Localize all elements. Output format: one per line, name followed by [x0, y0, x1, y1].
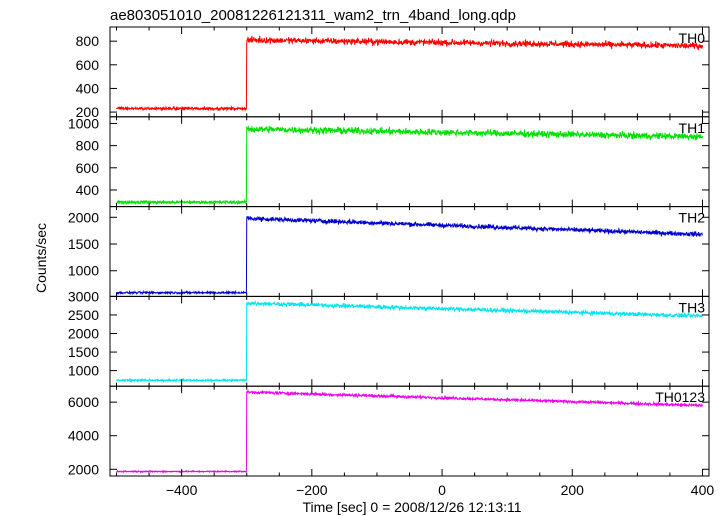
- panel-frame: [109, 295, 710, 387]
- band-label: TH1: [679, 120, 706, 136]
- y-axis-label: Counts/sec: [33, 223, 49, 293]
- x-tick-label: 400: [691, 482, 715, 498]
- series-line-th2: [116, 215, 703, 296]
- y-tick-label: 600: [76, 160, 100, 176]
- y-tick-label: 3000: [68, 288, 99, 304]
- y-tick-label: 2500: [68, 307, 99, 323]
- panel-frame: [109, 26, 710, 118]
- x-tick-label: −400: [166, 482, 198, 498]
- x-tick-label: −200: [296, 482, 328, 498]
- y-tick-label: 6000: [68, 394, 99, 410]
- band-label: TH0: [679, 30, 706, 46]
- band-label: TH0123: [655, 389, 705, 405]
- x-tick-label: 0: [438, 482, 446, 498]
- x-axis-label: Time [sec] 0 = 2008/12/26 12:13:11: [302, 499, 521, 515]
- chart-title: ae803051010_20081226121311_wam2_trn_4ban…: [110, 7, 516, 24]
- x-axis: −400 −200 0 200 400: [166, 482, 715, 498]
- y-tick-label: 2000: [68, 326, 99, 342]
- panel-th0123: 2000 4000 6000 TH0123: [68, 385, 710, 477]
- band-label: TH2: [679, 210, 706, 226]
- y-tick-label: 4000: [68, 428, 99, 444]
- y-tick-label: 1500: [68, 236, 99, 252]
- series-line-th1: [116, 125, 703, 206]
- y-tick-label: 1000: [68, 115, 99, 131]
- y-tick-label: 600: [76, 57, 100, 73]
- y-tick-label: 1500: [68, 344, 99, 360]
- x-tick-label: 200: [561, 482, 585, 498]
- panel-th2: 1000 1500 2000 TH2: [68, 206, 710, 297]
- y-tick-label: 2000: [68, 209, 99, 225]
- band-label: TH3: [679, 299, 706, 315]
- y-tick-label: 200: [76, 104, 100, 120]
- y-tick-label: 1000: [68, 363, 99, 379]
- series-line-th0: [116, 35, 703, 112]
- y-tick-label: 800: [76, 138, 100, 154]
- panel-frame: [109, 206, 710, 297]
- panel-th1: 400 600 800 1000 TH1: [68, 115, 710, 208]
- panel-frame: [109, 385, 710, 477]
- y-tick-label: 400: [76, 182, 100, 198]
- series-line-th0123: [116, 389, 703, 474]
- y-tick-label: 400: [76, 80, 100, 96]
- panels-group: 200 400 600 800 TH0 400 600 800 1000 TH1 1000 1500 2…: [68, 26, 710, 477]
- panel-th3: 1000 1500 2000 2500 3000 TH3: [68, 288, 710, 387]
- panel-th0: 200 400 600 800 TH0: [76, 26, 710, 120]
- y-tick-label: 800: [76, 33, 100, 49]
- y-tick-label: 2000: [68, 461, 99, 477]
- series-line-th3: [116, 299, 703, 384]
- y-tick-label: 1000: [68, 263, 99, 279]
